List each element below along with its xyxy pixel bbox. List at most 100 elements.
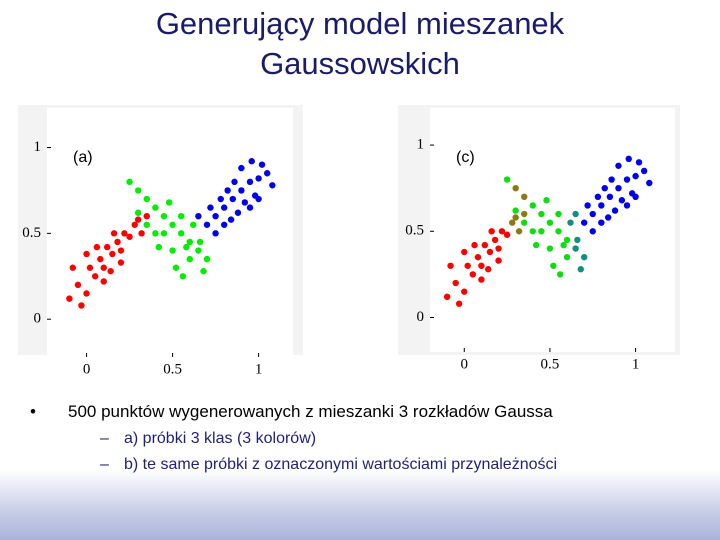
point xyxy=(589,210,596,218)
point xyxy=(83,250,90,258)
panel-label: (a) xyxy=(73,149,93,166)
point xyxy=(557,271,564,278)
point xyxy=(238,164,245,172)
point xyxy=(598,219,605,226)
point xyxy=(604,214,612,221)
x-tick-label: 0 xyxy=(461,356,469,372)
point xyxy=(598,202,605,209)
point xyxy=(580,253,588,261)
point xyxy=(521,193,528,201)
point xyxy=(248,158,255,165)
point xyxy=(160,230,168,237)
title: Generujący model mieszanek Gaussowskich xyxy=(0,4,720,84)
x-tick-label: 0.5 xyxy=(541,356,560,372)
point xyxy=(134,187,142,194)
point xyxy=(121,230,128,237)
point xyxy=(104,243,111,251)
y-tick-label: 1 xyxy=(34,139,42,155)
panel-label: (c) xyxy=(456,149,475,166)
point xyxy=(503,231,511,238)
point xyxy=(177,230,185,237)
point xyxy=(172,264,180,271)
point xyxy=(572,210,579,218)
y-tick-label: 0 xyxy=(34,311,42,327)
bullet-text: a) próbki 3 klas (3 kolorów) xyxy=(124,430,317,447)
point xyxy=(529,202,536,209)
bullet-text: b) te same próbki z oznaczonymi wartości… xyxy=(124,456,558,473)
point xyxy=(455,300,463,307)
point xyxy=(572,245,579,252)
point xyxy=(443,293,451,301)
point xyxy=(74,281,82,289)
point xyxy=(625,155,632,163)
point xyxy=(160,212,168,220)
point xyxy=(606,193,614,201)
point xyxy=(263,170,271,177)
point xyxy=(203,255,211,263)
point xyxy=(83,290,90,297)
point xyxy=(486,248,494,256)
bullet: – a) próbki 3 klas (3 kolorów) xyxy=(100,430,316,448)
point xyxy=(567,219,574,226)
point xyxy=(580,219,588,226)
point xyxy=(550,262,557,269)
x-tick-label: 0 xyxy=(83,361,91,377)
point xyxy=(255,195,262,203)
point xyxy=(258,161,266,168)
point xyxy=(169,221,176,228)
point xyxy=(615,184,622,192)
point xyxy=(227,216,235,223)
point xyxy=(100,278,107,285)
point xyxy=(512,214,519,221)
point xyxy=(93,243,101,251)
point xyxy=(143,221,150,228)
point xyxy=(152,230,159,237)
plot-area xyxy=(47,108,293,357)
point xyxy=(100,264,107,271)
point xyxy=(555,228,562,235)
point xyxy=(615,162,622,169)
point xyxy=(632,172,639,180)
point xyxy=(126,233,133,240)
point xyxy=(611,207,619,214)
point xyxy=(190,221,197,228)
point xyxy=(110,230,118,237)
point xyxy=(618,197,626,204)
title-line: Gaussowskich xyxy=(260,46,460,81)
point xyxy=(117,259,125,266)
point xyxy=(66,295,73,302)
point xyxy=(231,178,238,186)
point xyxy=(186,238,193,246)
point xyxy=(601,184,608,192)
point xyxy=(97,255,104,263)
point xyxy=(574,236,581,244)
charts: 0 0.5 1 0 0.5 1 (a) 0 0.5 1 0 0.5 1 (c) xyxy=(18,105,680,377)
point xyxy=(86,264,94,271)
point xyxy=(503,176,511,183)
point xyxy=(186,255,193,263)
point xyxy=(255,175,262,182)
point xyxy=(529,228,536,235)
point xyxy=(224,187,231,194)
point xyxy=(495,245,502,252)
bullet-marker: – xyxy=(100,456,109,473)
point xyxy=(546,245,554,252)
point xyxy=(238,187,245,194)
point xyxy=(143,212,150,220)
point xyxy=(179,273,187,280)
y-tick-label: 0 xyxy=(417,309,425,325)
point xyxy=(229,195,236,203)
point xyxy=(594,193,602,201)
point xyxy=(563,253,571,261)
point xyxy=(555,210,562,218)
point xyxy=(488,228,495,235)
point xyxy=(635,159,643,166)
point xyxy=(212,230,219,237)
point xyxy=(495,257,502,264)
point xyxy=(632,193,639,201)
plot-area xyxy=(430,108,675,352)
point xyxy=(533,241,540,249)
point xyxy=(521,219,528,226)
point xyxy=(109,250,116,258)
point xyxy=(646,179,653,187)
